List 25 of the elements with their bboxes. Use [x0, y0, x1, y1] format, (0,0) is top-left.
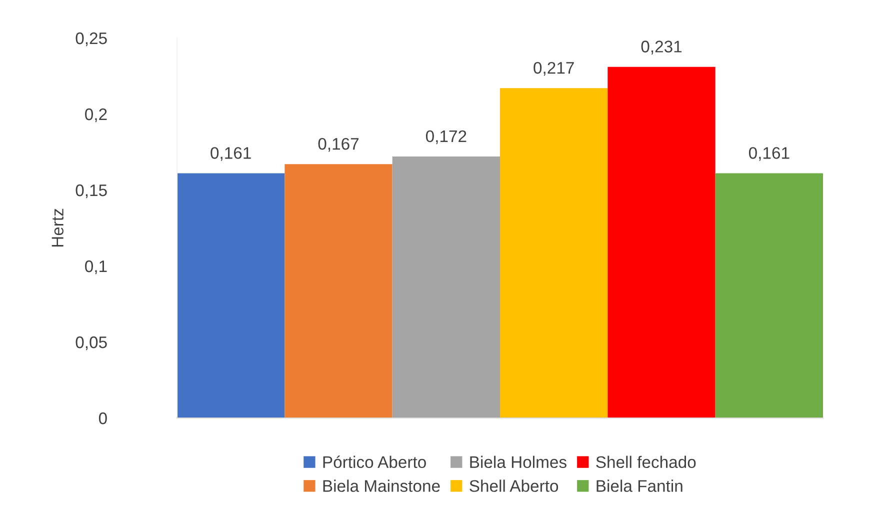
- legend-label: Biela Mainstone: [323, 480, 440, 492]
- y-tick-label: 0,1: [85, 260, 107, 274]
- bar: [715, 173, 823, 418]
- legend-label: Biela Fantin: [596, 480, 682, 492]
- y-tick-label: 0,25: [76, 32, 107, 46]
- data-label: 0,231: [641, 40, 682, 54]
- legend-label: Biela Holmes: [470, 456, 566, 468]
- legend-label: Pórtico Aberto: [323, 456, 426, 468]
- y-tick-label: 0,15: [76, 184, 107, 198]
- legend-label: Shell fechado: [596, 456, 696, 468]
- data-label: 0,217: [534, 62, 574, 76]
- y-tick-label: 0: [98, 412, 107, 424]
- bar: [392, 156, 500, 418]
- data-label: 0,167: [318, 138, 359, 152]
- data-label: 0,161: [210, 147, 251, 161]
- data-label: 0,161: [748, 147, 790, 161]
- bar: [500, 88, 608, 418]
- data-label: 0,172: [426, 130, 466, 144]
- y-tick-label: 0,2: [85, 108, 107, 122]
- y-tick-label: 0,05: [76, 336, 107, 350]
- y-axis-title: Hertz: [52, 208, 64, 247]
- legend-label: Shell Aberto: [470, 480, 558, 492]
- bar: [177, 173, 285, 418]
- bar: [284, 164, 392, 418]
- bar: [608, 66, 716, 418]
